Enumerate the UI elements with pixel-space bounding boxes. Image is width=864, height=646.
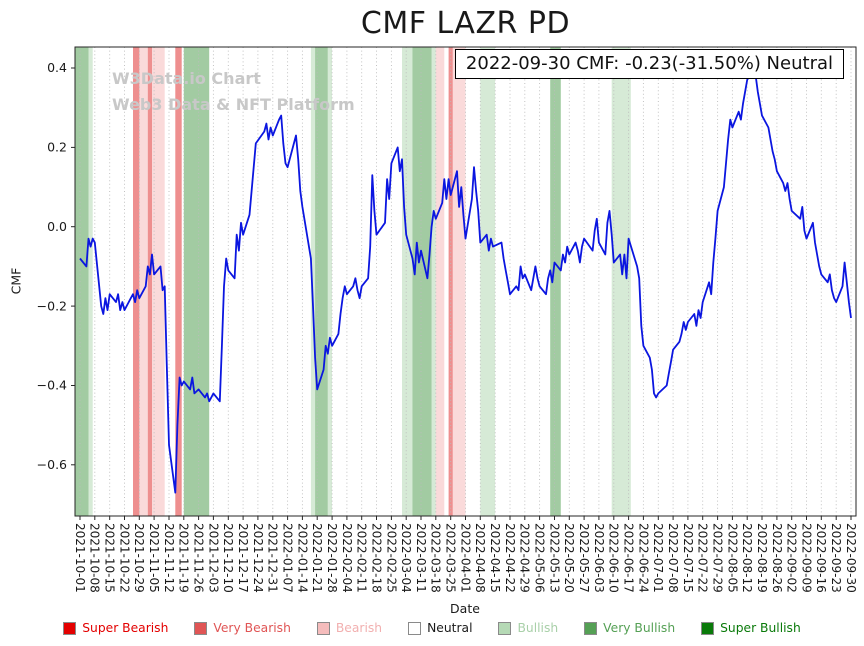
legend-item-bullish: Bullish: [498, 621, 558, 635]
legend-label: Super Bullish: [720, 621, 801, 635]
svg-text:2022-03-11: 2022-03-11: [414, 523, 428, 593]
x-axis-ticks: 2021-10-01 2021-10-08 2021-10-15 2021-10-22…: [73, 516, 858, 593]
svg-text:2022-06-10: 2022-06-10: [607, 523, 621, 593]
svg-text:2021-11-19: 2021-11-19: [177, 523, 191, 593]
svg-text:2022-04-01: 2022-04-01: [458, 523, 472, 593]
svg-text:−0.2: −0.2: [37, 298, 67, 313]
svg-text:2021-11-05: 2021-11-05: [147, 523, 161, 593]
svg-text:2021-11-26: 2021-11-26: [192, 523, 206, 593]
svg-text:2022-04-29: 2022-04-29: [518, 523, 532, 593]
svg-text:2022-07-08: 2022-07-08: [666, 523, 680, 593]
svg-text:2022-09-23: 2022-09-23: [829, 523, 843, 593]
svg-text:−0.6: −0.6: [37, 457, 67, 472]
svg-text:2022-05-13: 2022-05-13: [547, 523, 561, 593]
svg-text:2021-10-22: 2021-10-22: [117, 523, 131, 593]
svg-text:0.2: 0.2: [47, 140, 67, 155]
legend-item-super-bullish: Super Bullish: [701, 621, 801, 635]
svg-text:2022-09-02: 2022-09-02: [785, 523, 799, 593]
sentiment-legend: Super Bearish Very Bearish Bearish Neutr…: [0, 621, 864, 635]
svg-text:0.0: 0.0: [47, 219, 67, 234]
sentiment-bands: [75, 47, 631, 516]
legend-label: Neutral: [427, 621, 473, 635]
svg-text:2022-01-21: 2022-01-21: [310, 523, 324, 593]
legend-label: Very Bearish: [213, 621, 291, 635]
svg-text:2022-09-30: 2022-09-30: [844, 523, 858, 593]
svg-text:2021-12-31: 2021-12-31: [266, 523, 280, 593]
svg-text:2022-05-27: 2022-05-27: [577, 523, 591, 593]
svg-text:2022-01-14: 2022-01-14: [295, 523, 309, 593]
y-axis-label: CMF: [8, 267, 24, 295]
svg-text:2021-10-01: 2021-10-01: [73, 523, 87, 593]
legend-item-super-bearish: Super Bearish: [63, 621, 168, 635]
very-bullish-swatch-icon: [584, 621, 598, 635]
svg-text:2021-10-15: 2021-10-15: [103, 523, 117, 593]
svg-text:2021-12-10: 2021-12-10: [221, 523, 235, 593]
svg-text:2022-05-06: 2022-05-06: [533, 523, 547, 593]
svg-text:2021-10-29: 2021-10-29: [132, 523, 146, 593]
svg-text:2021-10-08: 2021-10-08: [88, 523, 102, 593]
svg-text:0.4: 0.4: [47, 60, 67, 75]
svg-text:2022-01-28: 2022-01-28: [325, 523, 339, 593]
svg-text:2022-09-16: 2022-09-16: [814, 523, 828, 593]
very-bearish-swatch-icon: [194, 621, 208, 635]
svg-text:2022-07-29: 2022-07-29: [711, 523, 725, 593]
svg-text:2022-09-09: 2022-09-09: [799, 523, 813, 593]
svg-text:2022-08-19: 2022-08-19: [755, 523, 769, 593]
legend-item-neutral: Neutral: [408, 621, 472, 635]
svg-text:2022-05-20: 2022-05-20: [562, 523, 576, 593]
svg-text:2022-02-25: 2022-02-25: [384, 523, 398, 593]
svg-text:2022-04-22: 2022-04-22: [503, 523, 517, 593]
svg-text:2021-11-12: 2021-11-12: [162, 523, 176, 593]
svg-text:2022-02-04: 2022-02-04: [340, 523, 354, 593]
super-bearish-swatch-icon: [63, 621, 77, 635]
svg-text:2021-12-24: 2021-12-24: [251, 523, 265, 593]
neutral-swatch-icon: [408, 621, 422, 635]
svg-text:2022-07-01: 2022-07-01: [651, 523, 665, 593]
svg-text:2022-03-04: 2022-03-04: [399, 523, 413, 593]
svg-text:2022-08-26: 2022-08-26: [770, 523, 784, 593]
latest-value-annotation: 2022-09-30 CMF: -0.23(-31.50%) Neutral: [454, 49, 844, 79]
svg-text:2022-06-17: 2022-06-17: [622, 523, 636, 593]
svg-text:2022-06-03: 2022-06-03: [592, 523, 606, 593]
svg-text:2021-12-03: 2021-12-03: [206, 523, 220, 593]
svg-text:2022-03-18: 2022-03-18: [429, 523, 443, 593]
svg-text:2022-04-15: 2022-04-15: [488, 523, 502, 593]
chart-title: CMF LAZR PD: [360, 6, 571, 41]
svg-text:−0.4: −0.4: [37, 378, 67, 393]
svg-text:2021-12-17: 2021-12-17: [236, 523, 250, 593]
svg-text:2022-08-05: 2022-08-05: [725, 523, 739, 593]
svg-text:2022-07-15: 2022-07-15: [681, 523, 695, 593]
legend-label: Bearish: [335, 621, 383, 635]
svg-text:2022-07-22: 2022-07-22: [696, 523, 710, 593]
svg-text:2022-06-24: 2022-06-24: [636, 523, 650, 593]
bullish-swatch-icon: [498, 621, 512, 635]
svg-text:2022-01-07: 2022-01-07: [281, 523, 295, 593]
bearish-swatch-icon: [316, 621, 330, 635]
svg-text:2022-03-25: 2022-03-25: [444, 523, 458, 593]
svg-text:2022-08-12: 2022-08-12: [740, 523, 754, 593]
legend-label: Very Bullish: [603, 621, 676, 635]
svg-text:2022-04-08: 2022-04-08: [473, 523, 487, 593]
super-bullish-swatch-icon: [701, 621, 715, 635]
x-axis-label: Date: [450, 601, 480, 616]
legend-item-bearish: Bearish: [316, 621, 383, 635]
svg-text:2022-02-18: 2022-02-18: [369, 523, 383, 593]
legend-item-very-bullish: Very Bullish: [584, 621, 675, 635]
legend-label: Super Bearish: [82, 621, 169, 635]
legend-label: Bullish: [517, 621, 559, 635]
legend-item-very-bearish: Very Bearish: [194, 621, 291, 635]
svg-text:2022-02-11: 2022-02-11: [355, 523, 369, 593]
gridlines: [79, 47, 852, 516]
cmf-line: [79, 67, 852, 494]
y-axis-ticks: 0.4 0.2 0.0 −0.2 −0.4 −0.6: [37, 60, 75, 472]
